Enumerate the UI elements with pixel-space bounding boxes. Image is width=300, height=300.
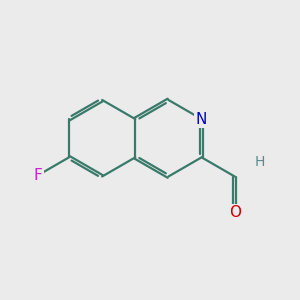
Text: H: H [254, 155, 265, 169]
Text: F: F [33, 168, 42, 183]
Text: N: N [196, 112, 207, 127]
Text: O: O [229, 206, 241, 220]
